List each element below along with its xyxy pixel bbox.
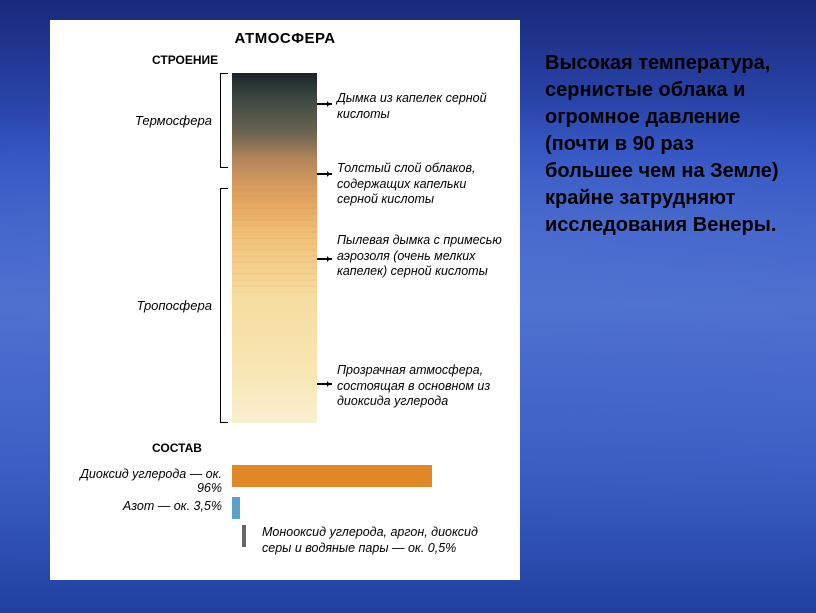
pointer-haze <box>317 103 332 105</box>
n2-bar <box>232 497 240 519</box>
troposphere-label: Тропосфера <box>117 298 212 313</box>
desc-clouds: Толстый слой облаков, содержащих капельк… <box>337 161 508 208</box>
thermosphere-bracket <box>220 73 228 168</box>
pointer-clouds <box>317 173 332 175</box>
structure-heading: СТРОЕНИЕ <box>152 53 508 67</box>
composition-chart: Диоксид углерода — ок. 96% Азот — ок. 3,… <box>62 461 508 571</box>
slide-body-text: Высокая температура, сернистые облака и … <box>545 50 785 239</box>
thermosphere-label: Термосфера <box>117 113 212 128</box>
co2-label: Диоксид углерода — ок. 96% <box>62 467 222 495</box>
layer-clouds <box>232 133 317 183</box>
n2-label: Азот — ок. 3,5% <box>62 499 222 513</box>
atmosphere-column <box>232 73 317 423</box>
misc-bar <box>242 525 246 547</box>
desc-clear: Прозрачная атмосфера, состоящая в основн… <box>337 363 508 410</box>
misc-label: Монооксид углерода, аргон, диоксид серы … <box>262 525 508 556</box>
desc-haze: Дымка из капелек серной кислоты <box>337 91 508 122</box>
atmosphere-structure: Термосфера Тропосфера Дымка из капелек с… <box>62 73 508 433</box>
pointer-dust <box>317 258 332 260</box>
layer-clear <box>232 293 317 423</box>
layer-dust <box>232 183 317 293</box>
diagram-title: АТМОСФЕРА <box>62 30 508 47</box>
troposphere-bracket <box>220 188 228 423</box>
composition-heading: СОСТАВ <box>152 441 508 455</box>
co2-bar <box>232 465 432 487</box>
desc-dust: Пылевая дымка с примесью аэрозоля (очень… <box>337 233 508 280</box>
atmosphere-diagram: АТМОСФЕРА СТРОЕНИЕ Термосфера Тропосфера… <box>50 20 520 580</box>
layer-thermosphere-top <box>232 73 317 133</box>
pointer-clear <box>317 383 332 385</box>
